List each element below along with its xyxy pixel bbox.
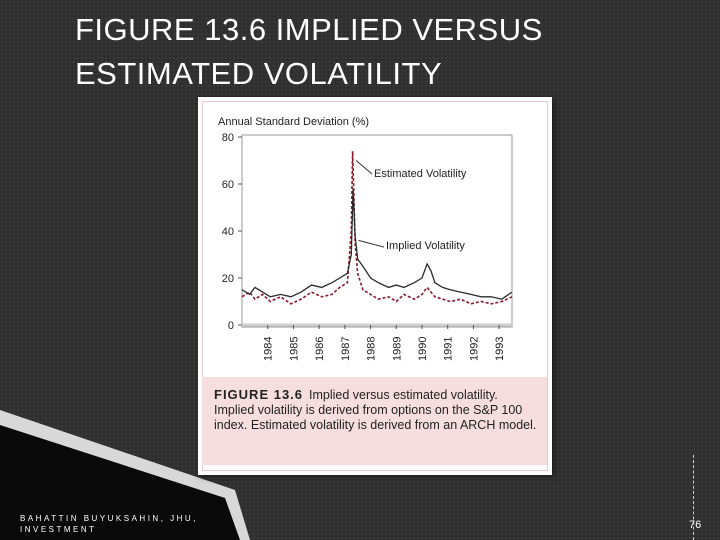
footer-line-2: INVESTMENT — [20, 525, 97, 534]
x-tick-label: 1991 — [443, 337, 455, 361]
x-tick-label: 1993 — [494, 337, 506, 361]
y-ticks: 0 20 40 60 80 — [222, 132, 242, 332]
caption-box: FIGURE 13.6 Implied versus estimated vola… — [202, 377, 547, 465]
x-tick-label: 1984 — [263, 337, 275, 361]
series-implied-volatility-line — [241, 188, 513, 300]
annotation-pointer-implied — [358, 239, 385, 248]
slide-title-line-1: FIGURE 13.6 IMPLIED VERSUS — [75, 12, 543, 47]
plot-area — [241, 134, 513, 328]
figure-border — [202, 101, 548, 471]
y-tick-label: 80 — [222, 132, 234, 144]
caption-text: FIGURE 13.6 Implied versus estimated vola… — [214, 387, 539, 433]
x-tick-label: 1986 — [314, 337, 326, 361]
caption-label: FIGURE 13.6 — [214, 387, 304, 402]
figure-card: Annual Standard Deviation (%) 0 20 40 60 80 … — [198, 97, 552, 475]
y-tick-label: 60 — [222, 179, 234, 191]
y-axis-label: Annual Standard Deviation (%) — [218, 116, 369, 128]
series-layer — [241, 151, 513, 305]
x-tick-label: 1990 — [417, 337, 429, 361]
volatility-chart: Annual Standard Deviation (%) 020406080 … — [218, 116, 513, 361]
footer-line-1: BAHATTIN BUYUKSAHIN, JHU, — [20, 514, 198, 523]
footer-author: BAHATTIN BUYUKSAHIN, JHU, INVESTMENT — [20, 513, 198, 535]
x-tick-label: 1992 — [468, 337, 480, 361]
slide-title-line-2: ESTIMATED VOLATILITY — [75, 56, 443, 91]
annotations: Estimated Volatility Implied Volatility — [355, 160, 467, 252]
y-tick-label: 40 — [222, 226, 234, 238]
series-estimated-volatility-line — [241, 151, 513, 305]
annotation-estimated-volatility: Estimated Volatility — [374, 168, 467, 180]
annotation-implied-volatility: Implied Volatility — [386, 240, 465, 252]
x-ticks: 1984 1985 1986 1987 1988 1989 1990 1991 1992 1993 — [263, 325, 506, 361]
x-tick-label: 1988 — [366, 337, 378, 361]
y-tick-label: 20 — [222, 273, 234, 285]
slide-title: FIGURE 13.6 IMPLIED VERSUS ESTIMATED VOL… — [75, 8, 695, 96]
annotation-pointer-estimated — [355, 160, 373, 175]
caption-body: Implied versus estimated volatility. Imp… — [214, 388, 537, 432]
x-tick-label: 1989 — [391, 337, 403, 361]
footer-divider — [693, 455, 694, 540]
page-number: 76 — [689, 519, 702, 531]
x-tick-label: 1987 — [340, 337, 352, 361]
x-tick-label: 1985 — [288, 337, 300, 361]
y-tick-label: 0 — [228, 320, 234, 332]
